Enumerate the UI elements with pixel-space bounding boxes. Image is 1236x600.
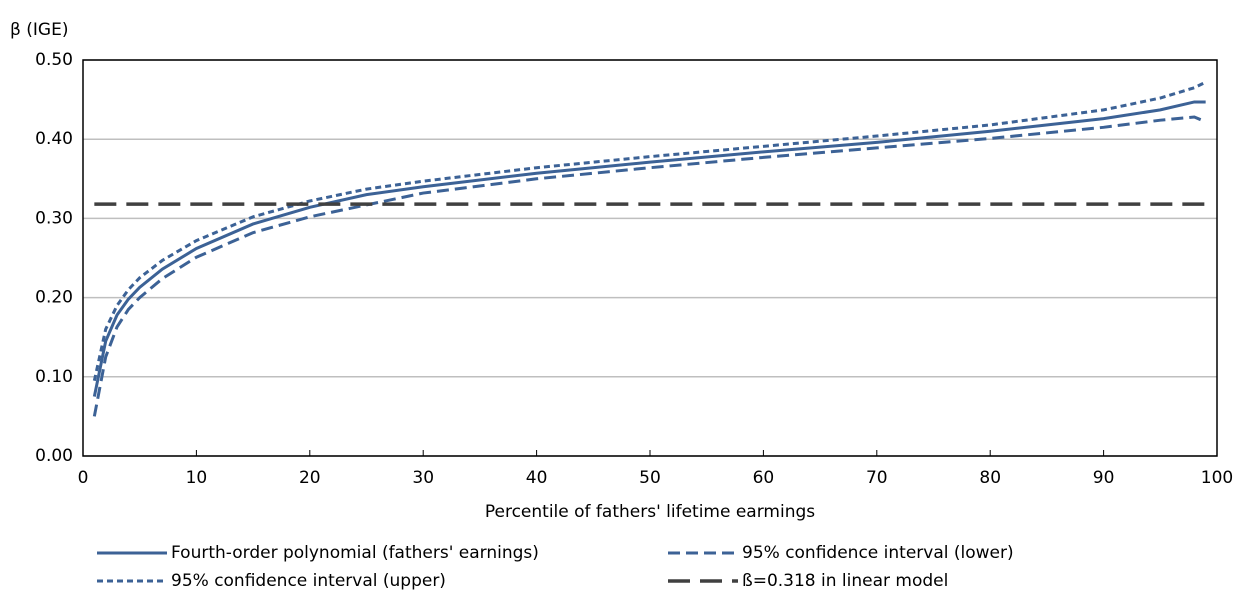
y-axis-label: β (IGE): [10, 20, 68, 40]
x-tick-label: 10: [186, 468, 208, 488]
x-tick-label: 0: [78, 468, 89, 488]
y-tick-label: 0.30: [35, 208, 73, 228]
x-axis-label: Percentile of fathers' lifetime earmings: [485, 502, 815, 522]
legend-label: Fourth-order polynomial (fathers' earnin…: [171, 543, 539, 563]
x-tick-label: 70: [866, 468, 888, 488]
series-line: [92, 115, 1207, 417]
x-tick-label: 80: [979, 468, 1001, 488]
x-tick-label: 50: [639, 468, 661, 488]
legend-label: 95% confidence interval (upper): [171, 571, 446, 591]
x-tick-label: 90: [1093, 468, 1115, 488]
plot-frame: [82, 59, 1218, 457]
x-tick-label: 20: [299, 468, 321, 488]
y-tick-label: 0.00: [35, 446, 73, 466]
x-tick-label: 60: [753, 468, 775, 488]
legend-label: 95% confidence interval (lower): [742, 543, 1014, 563]
legend-label: ß=0.318 in linear model: [742, 571, 948, 591]
y-tick-label: 0.10: [35, 367, 73, 387]
x-tick-label: 30: [412, 468, 434, 488]
series-line: [92, 80, 1207, 382]
x-tick-label: 40: [526, 468, 548, 488]
y-tick-label: 0.50: [35, 50, 73, 70]
series-line: [92, 100, 1206, 397]
y-tick-label: 0.20: [35, 288, 73, 308]
x-tick-label: 100: [1201, 468, 1233, 488]
y-tick-label: 0.40: [35, 129, 73, 149]
